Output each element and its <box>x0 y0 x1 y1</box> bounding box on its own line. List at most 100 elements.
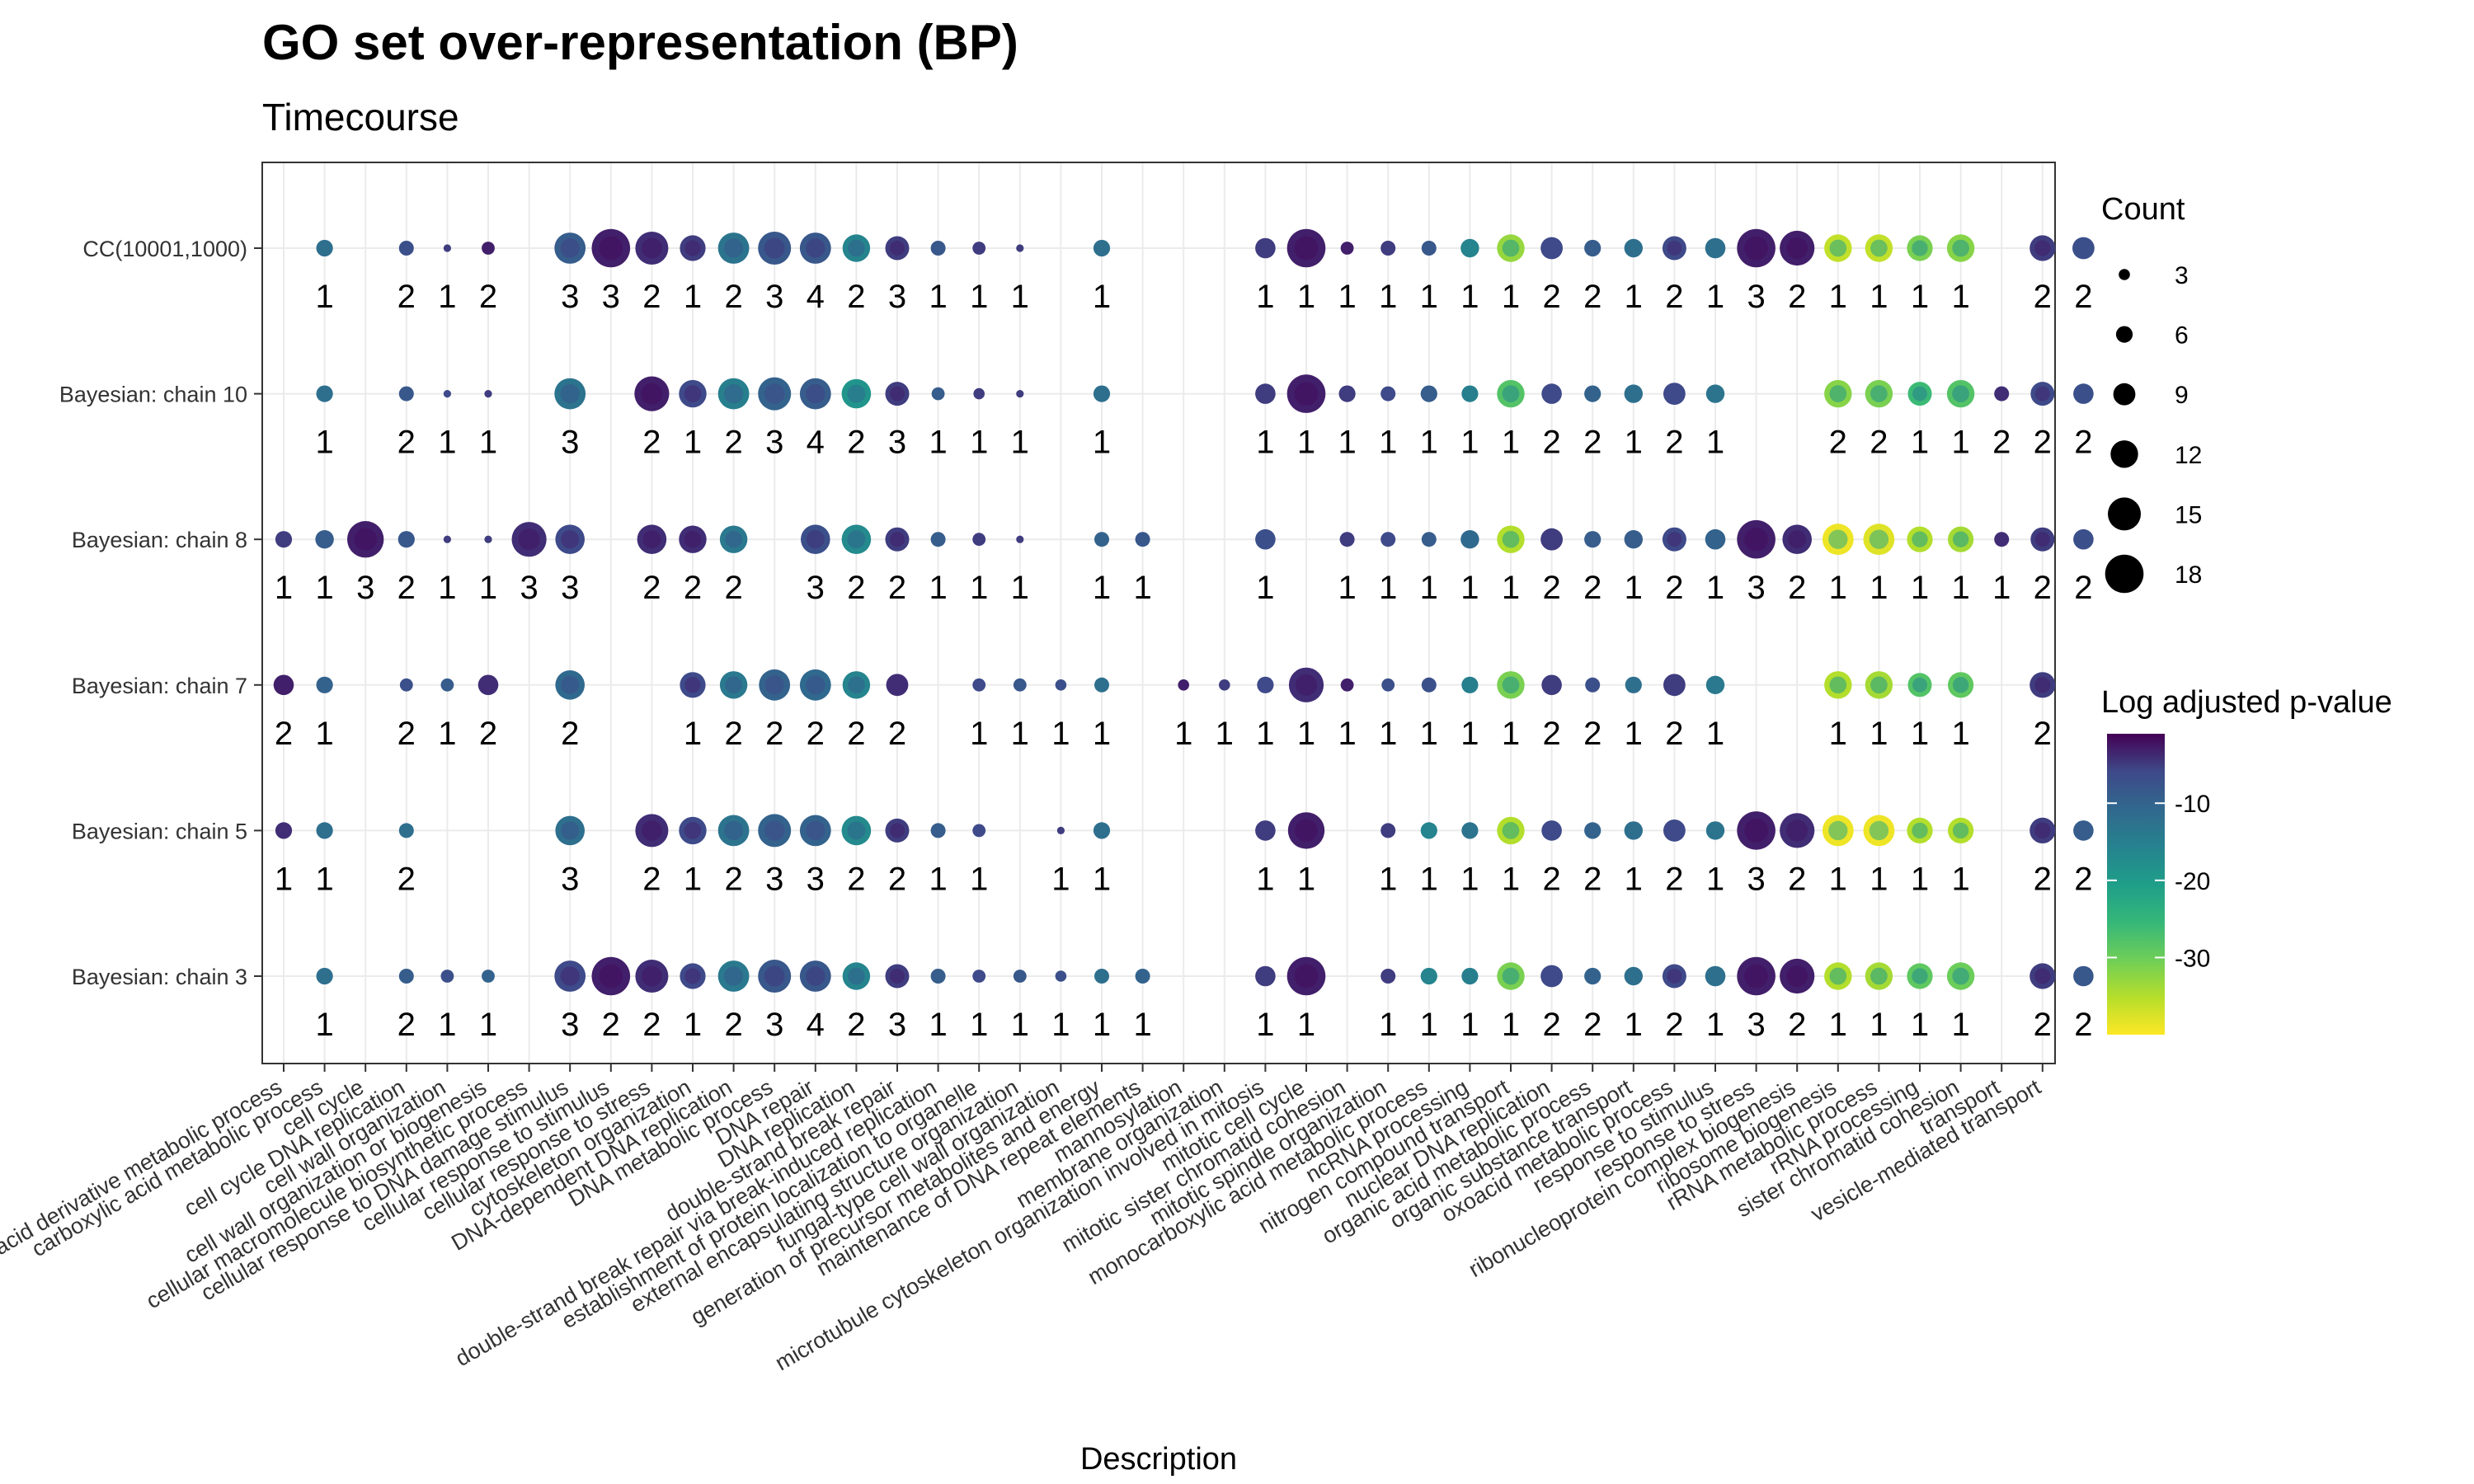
data-point-overlap <box>1952 531 1969 547</box>
data-point-overlap <box>806 966 825 986</box>
data-point <box>1663 819 1686 842</box>
y-tick-label: Bayesian: chain 8 <box>72 528 247 552</box>
count-label: 1 <box>315 279 333 315</box>
data-point <box>1540 528 1563 551</box>
count-label: 2 <box>847 425 865 461</box>
count-label: 1 <box>1420 1007 1438 1043</box>
data-point <box>1584 822 1602 839</box>
count-label: 3 <box>765 861 783 897</box>
count-label: 1 <box>1051 716 1070 752</box>
count-label: 2 <box>642 1007 661 1043</box>
count-label: 1 <box>1133 1007 1151 1043</box>
count-label: 2 <box>1788 279 1806 315</box>
count-label: 2 <box>888 570 906 606</box>
data-point-overlap <box>764 237 785 259</box>
data-point-overlap <box>642 237 662 259</box>
count-label: 1 <box>1706 570 1724 606</box>
count-label: 2 <box>847 716 865 752</box>
data-point <box>443 244 452 252</box>
data-point <box>275 822 293 839</box>
count-label: 2 <box>397 716 416 752</box>
data-point-overlap <box>1744 964 1769 989</box>
count-label: 1 <box>1706 279 1724 315</box>
data-point <box>316 822 333 839</box>
count-label: 3 <box>520 570 538 606</box>
data-point-overlap <box>2034 677 2051 693</box>
count-label: 2 <box>1829 425 1847 461</box>
count-label: 1 <box>1625 716 1643 752</box>
data-point-overlap <box>848 239 865 257</box>
data-point <box>1381 678 1395 692</box>
count-label: 1 <box>315 716 333 752</box>
data-point <box>2072 237 2095 260</box>
data-point-overlap <box>684 240 701 256</box>
data-point <box>972 533 986 547</box>
count-label: 4 <box>807 1007 825 1043</box>
data-point <box>2073 820 2094 841</box>
data-point-overlap <box>354 528 377 551</box>
count-label: 3 <box>1747 279 1765 315</box>
data-point <box>1340 678 1354 692</box>
data-point <box>1013 970 1027 983</box>
plot-panel <box>261 162 2056 1064</box>
count-label: 1 <box>1420 570 1438 606</box>
count-label: 3 <box>1747 1007 1765 1043</box>
data-point <box>1994 386 2010 402</box>
data-point <box>2073 965 2094 987</box>
data-point-overlap <box>1744 818 1769 843</box>
data-point <box>1421 677 1437 693</box>
count-label: 1 <box>1011 425 1029 461</box>
count-label: 2 <box>724 570 742 606</box>
count-label: 2 <box>561 716 579 752</box>
chart-subtitle: Timecourse <box>262 96 459 139</box>
count-label: 1 <box>1625 1007 1643 1043</box>
data-point-overlap <box>1829 676 1847 694</box>
count-label: 1 <box>1338 279 1356 315</box>
count-label: 1 <box>1502 1007 1520 1043</box>
count-label: 2 <box>2074 1007 2092 1043</box>
data-point-overlap <box>560 383 580 404</box>
data-point <box>2073 383 2094 404</box>
data-point-overlap <box>1912 968 1928 984</box>
data-point <box>1584 967 1602 985</box>
count-label: 2 <box>724 1007 742 1043</box>
count-label: 2 <box>1788 570 1806 606</box>
data-point <box>1420 967 1437 985</box>
data-point-overlap <box>1869 529 1889 549</box>
data-point <box>398 386 414 402</box>
data-point <box>1055 970 1067 982</box>
data-point-overlap <box>1828 820 1848 841</box>
data-point-overlap <box>764 383 785 404</box>
data-point-overlap <box>1788 530 1807 549</box>
data-point-overlap <box>561 675 580 694</box>
data-point-overlap <box>560 238 580 258</box>
color-legend: Log adjusted p-value -10 -20 -30 <box>2101 685 2392 1035</box>
data-point-overlap <box>1952 385 1969 402</box>
data-point <box>1093 822 1111 839</box>
data-point <box>1016 535 1024 543</box>
count-label: 3 <box>888 425 906 461</box>
data-point <box>484 535 492 543</box>
count-label: 2 <box>602 1007 620 1043</box>
count-label: 2 <box>1542 425 1560 461</box>
data-point-overlap <box>1294 382 1319 406</box>
count-label: 1 <box>1379 570 1397 606</box>
count-label: 1 <box>1297 425 1315 461</box>
x-axis-title: Description <box>1080 1442 1237 1477</box>
data-point-overlap <box>847 530 866 549</box>
data-point <box>1705 384 1725 403</box>
count-label: 1 <box>1951 570 1969 606</box>
data-point <box>1338 385 1356 402</box>
size-legend-key <box>2119 269 2130 280</box>
count-label: 1 <box>1256 425 1274 461</box>
data-point <box>484 390 492 398</box>
data-point-overlap <box>890 532 905 547</box>
data-point-overlap <box>890 241 905 256</box>
data-point-overlap <box>641 383 663 405</box>
count-label: 1 <box>1338 570 1356 606</box>
count-label: 1 <box>1625 861 1643 897</box>
count-label: 2 <box>642 425 661 461</box>
data-point-overlap <box>1502 530 1520 548</box>
count-label: 1 <box>315 861 333 897</box>
count-label: 2 <box>847 861 865 897</box>
